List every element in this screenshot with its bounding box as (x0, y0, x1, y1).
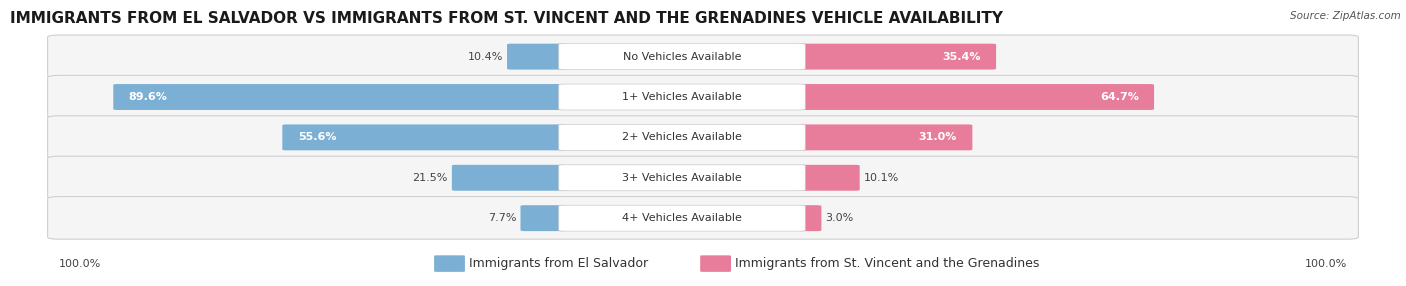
FancyBboxPatch shape (434, 255, 465, 272)
Text: 89.6%: 89.6% (129, 92, 167, 102)
FancyBboxPatch shape (48, 76, 1358, 118)
Text: 35.4%: 35.4% (942, 52, 981, 61)
FancyBboxPatch shape (520, 205, 567, 231)
FancyBboxPatch shape (797, 124, 973, 150)
FancyBboxPatch shape (558, 165, 806, 191)
FancyBboxPatch shape (797, 44, 995, 69)
FancyBboxPatch shape (558, 124, 806, 150)
Text: Source: ZipAtlas.com: Source: ZipAtlas.com (1289, 11, 1400, 21)
Text: Immigrants from St. Vincent and the Grenadines: Immigrants from St. Vincent and the Gren… (735, 257, 1039, 270)
Text: 2+ Vehicles Available: 2+ Vehicles Available (621, 132, 742, 142)
FancyBboxPatch shape (451, 165, 567, 191)
FancyBboxPatch shape (558, 84, 806, 110)
Text: Immigrants from El Salvador: Immigrants from El Salvador (470, 257, 648, 270)
Text: 10.4%: 10.4% (467, 52, 503, 61)
FancyBboxPatch shape (114, 84, 567, 110)
Text: No Vehicles Available: No Vehicles Available (623, 52, 741, 61)
Text: 3+ Vehicles Available: 3+ Vehicles Available (621, 173, 742, 183)
Text: 10.1%: 10.1% (863, 173, 900, 183)
Text: IMMIGRANTS FROM EL SALVADOR VS IMMIGRANTS FROM ST. VINCENT AND THE GRENADINES VE: IMMIGRANTS FROM EL SALVADOR VS IMMIGRANT… (10, 11, 1002, 26)
Text: 7.7%: 7.7% (488, 213, 516, 223)
FancyBboxPatch shape (797, 84, 1154, 110)
Text: 4+ Vehicles Available: 4+ Vehicles Available (621, 213, 742, 223)
Text: 55.6%: 55.6% (298, 132, 336, 142)
FancyBboxPatch shape (48, 35, 1358, 78)
Text: 64.7%: 64.7% (1099, 92, 1139, 102)
FancyBboxPatch shape (508, 44, 567, 69)
FancyBboxPatch shape (558, 205, 806, 231)
FancyBboxPatch shape (700, 255, 731, 272)
Text: 3.0%: 3.0% (825, 213, 853, 223)
Text: 100.0%: 100.0% (59, 259, 101, 269)
Text: 1+ Vehicles Available: 1+ Vehicles Available (621, 92, 742, 102)
Text: 21.5%: 21.5% (412, 173, 447, 183)
FancyBboxPatch shape (48, 196, 1358, 239)
Text: 31.0%: 31.0% (918, 132, 957, 142)
FancyBboxPatch shape (797, 205, 821, 231)
FancyBboxPatch shape (797, 165, 859, 191)
FancyBboxPatch shape (558, 44, 806, 69)
FancyBboxPatch shape (48, 116, 1358, 158)
FancyBboxPatch shape (283, 124, 567, 150)
FancyBboxPatch shape (48, 156, 1358, 199)
Text: 100.0%: 100.0% (1305, 259, 1347, 269)
